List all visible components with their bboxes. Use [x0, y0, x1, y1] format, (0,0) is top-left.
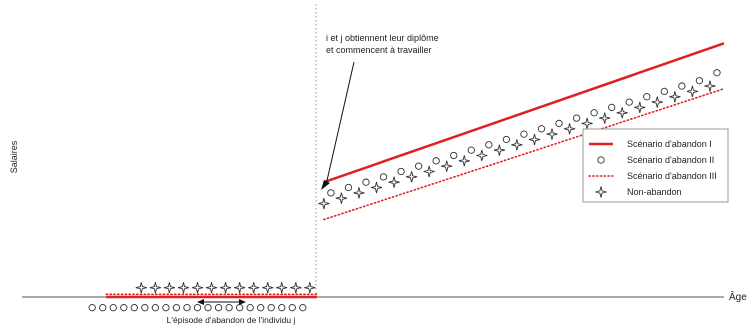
series-2-point-2-19 [644, 94, 650, 100]
series-4-point-2-10 [476, 150, 487, 161]
series-2-point-1-8 [163, 304, 169, 310]
series-2-point-2-16 [591, 110, 597, 116]
series-2-point-1-4 [121, 304, 127, 310]
legend-swatch-2 [598, 157, 604, 163]
series-2-point-2-9 [468, 147, 474, 153]
series-4-point-2-11 [494, 145, 505, 156]
series-4-point-1-5 [192, 282, 203, 293]
series-2-point-1-1 [89, 304, 95, 310]
dropout-episode-annotation: L'épisode d'abandon de l'individu j [167, 315, 296, 325]
series-4-point-1-9 [248, 282, 259, 293]
series-4-point-2-12 [511, 139, 522, 150]
series-2-point-2-22 [696, 78, 702, 84]
graduation-arrow [326, 62, 354, 185]
series-2-point-1-6 [142, 304, 148, 310]
series-2-point-2-13 [538, 126, 544, 132]
legend: Scénario d'abandon I Scénario d'abandon I… [583, 129, 728, 202]
legend-label-1: Scénario d'abandon I [627, 139, 712, 149]
series-4-point-2-4 [371, 182, 382, 193]
series-2-point-1-5 [131, 304, 137, 310]
series-2-point-1-3 [110, 304, 116, 310]
series-4-point-1-12 [290, 282, 301, 293]
series-4-point-1-13 [304, 282, 315, 293]
series-2-point-2-6 [415, 163, 421, 169]
series-4-point-2-20 [652, 97, 663, 108]
series-2-point-1-11 [194, 304, 200, 310]
series-2-point-1-15 [236, 304, 242, 310]
series-4-point-1-4 [178, 282, 189, 293]
series-2-point-2-12 [521, 131, 527, 137]
series-2-point-2-17 [608, 104, 614, 110]
series-4-point-2-18 [617, 107, 628, 118]
series-4-point-2-19 [634, 102, 645, 113]
series-2-point-2-7 [433, 158, 439, 164]
series-2-point-1-2 [100, 304, 106, 310]
series-2-point-2-23 [714, 70, 720, 76]
episode-arrowhead-right [239, 299, 246, 305]
series-2-point-2-15 [573, 115, 579, 121]
series-2-point-2-11 [503, 136, 509, 142]
series-4-point-1-8 [234, 282, 245, 293]
series-2-point-1-18 [268, 304, 274, 310]
series-4-point-1-11 [276, 282, 287, 293]
series-2-point-1-17 [257, 304, 263, 310]
series-4-point-2-21 [669, 91, 680, 102]
series-2-point-1-16 [247, 304, 253, 310]
series-4-point-2-15 [564, 123, 575, 134]
series-2-point-1-12 [205, 304, 211, 310]
series-2-point-2-2 [345, 184, 351, 190]
series-4-point-1-7 [220, 282, 231, 293]
series-4-point-1-6 [206, 282, 217, 293]
series-4-point-2-3 [354, 187, 365, 198]
series-2-point-1-13 [215, 304, 221, 310]
series-2-point-1-20 [289, 304, 295, 310]
series-2-point-2-21 [679, 83, 685, 89]
legend-label-3: Scénario d'abandon III [627, 171, 717, 181]
series-2-point-1-10 [184, 304, 190, 310]
x-axis-label: Âge [729, 290, 747, 303]
series-2-point-2-8 [451, 152, 457, 158]
series-2-point-2-5 [398, 168, 404, 174]
y-axis-label: Salaires [9, 140, 19, 173]
series-2-point-1-19 [279, 304, 285, 310]
series-4-point-1-10 [262, 282, 273, 293]
series-2-point-2-1 [328, 190, 334, 196]
series-4-point-2-1 [318, 198, 329, 209]
series-4-point-2-23 [705, 81, 716, 92]
series-4-point-2-13 [529, 134, 540, 145]
series-2-point-1-14 [226, 304, 232, 310]
series-4-point-2-5 [389, 177, 400, 188]
series-2-point-1-9 [173, 304, 179, 310]
series-2-point-2-3 [363, 179, 369, 185]
series-4-point-2-16 [582, 118, 593, 129]
legend-label-2: Scénario d'abandon II [627, 155, 714, 165]
series-2-point-2-20 [661, 88, 667, 94]
annotations: i et j obtiennent leur diplôme et commenc… [167, 33, 439, 325]
series-2-point-2-18 [626, 99, 632, 105]
series-4-point-2-8 [441, 161, 452, 172]
series-2-point-2-10 [486, 142, 492, 148]
legend-label-4: Non-abandon [627, 187, 682, 197]
series-4-point-2-14 [547, 129, 558, 140]
series-4-point-2-17 [599, 113, 610, 124]
series-2-point-2-14 [556, 120, 562, 126]
series-4-point-2-7 [424, 166, 435, 177]
series-4-point-2-6 [406, 171, 417, 182]
series-2-point-1-21 [300, 304, 306, 310]
series-2-point-1-7 [152, 304, 158, 310]
series-4-point-2-22 [687, 86, 698, 97]
series-4-point-2-2 [336, 193, 347, 204]
series-4-point-1-3 [164, 282, 175, 293]
graduation-annotation: i et j obtiennent leur diplôme et commenc… [326, 33, 439, 55]
series-2-point-2-4 [380, 174, 386, 180]
series-4-point-2-9 [459, 155, 470, 166]
series-4-point-1-1 [136, 282, 147, 293]
series-4-point-1-2 [150, 282, 161, 293]
